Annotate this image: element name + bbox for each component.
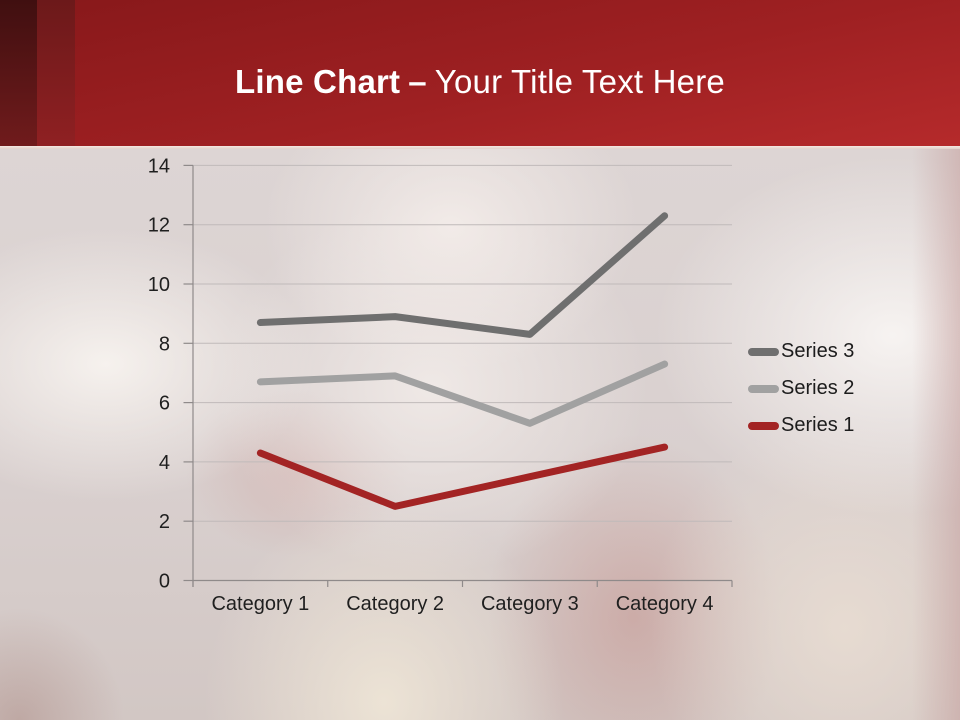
chart-legend: Series 3 Series 2 Series 1 bbox=[748, 333, 854, 444]
stacked-line-chart: 0 2 4 6 8 10 12 14 Category 1 Category 2 Category … bbox=[148, 155, 733, 615]
legend-label-series-2: Series 2 bbox=[781, 377, 855, 399]
legend-item-series-3: Series 3 bbox=[748, 333, 854, 370]
legend-item-series-2: Series 2 bbox=[748, 370, 854, 407]
series-line-series-2 bbox=[256, 360, 669, 427]
x-category-label: Category 4 bbox=[616, 593, 714, 615]
y-tick-label: 0 bbox=[159, 571, 170, 593]
legend-label-series-1: Series 1 bbox=[781, 414, 855, 436]
slide-title: Line Chart – Your Title Text Here bbox=[0, 62, 960, 102]
y-tick-label: 14 bbox=[148, 155, 170, 177]
left-accent-bar-medium bbox=[37, 0, 75, 146]
slide-title-rest: Your Title Text Here bbox=[434, 63, 725, 100]
legend-label-series-3: Series 3 bbox=[781, 340, 855, 362]
series-line-series-3 bbox=[256, 212, 669, 338]
x-category-label: Category 1 bbox=[211, 593, 309, 615]
background-photo bbox=[0, 146, 960, 720]
y-tick-label: 4 bbox=[159, 452, 170, 474]
y-tick-label: 12 bbox=[148, 215, 170, 237]
slide-title-emphasis: Line Chart bbox=[235, 63, 401, 100]
title-banner: Line Chart – Your Title Text Here bbox=[0, 0, 960, 149]
legend-swatch-series-2 bbox=[748, 384, 779, 393]
series-line-series-1 bbox=[256, 443, 669, 510]
x-category-label: Category 2 bbox=[346, 593, 444, 615]
legend-swatch-series-1 bbox=[748, 421, 779, 430]
left-accent-bar-dark bbox=[0, 0, 37, 146]
y-tick-label: 6 bbox=[159, 393, 170, 415]
x-category-label: Category 3 bbox=[481, 593, 579, 615]
legend-swatch-series-3 bbox=[748, 347, 779, 356]
y-tick-label: 2 bbox=[159, 511, 170, 533]
slide-title-dash: – bbox=[408, 63, 427, 100]
legend-item-series-1: Series 1 bbox=[748, 407, 854, 444]
y-tick-label: 10 bbox=[148, 274, 170, 296]
y-tick-label: 8 bbox=[159, 333, 170, 355]
